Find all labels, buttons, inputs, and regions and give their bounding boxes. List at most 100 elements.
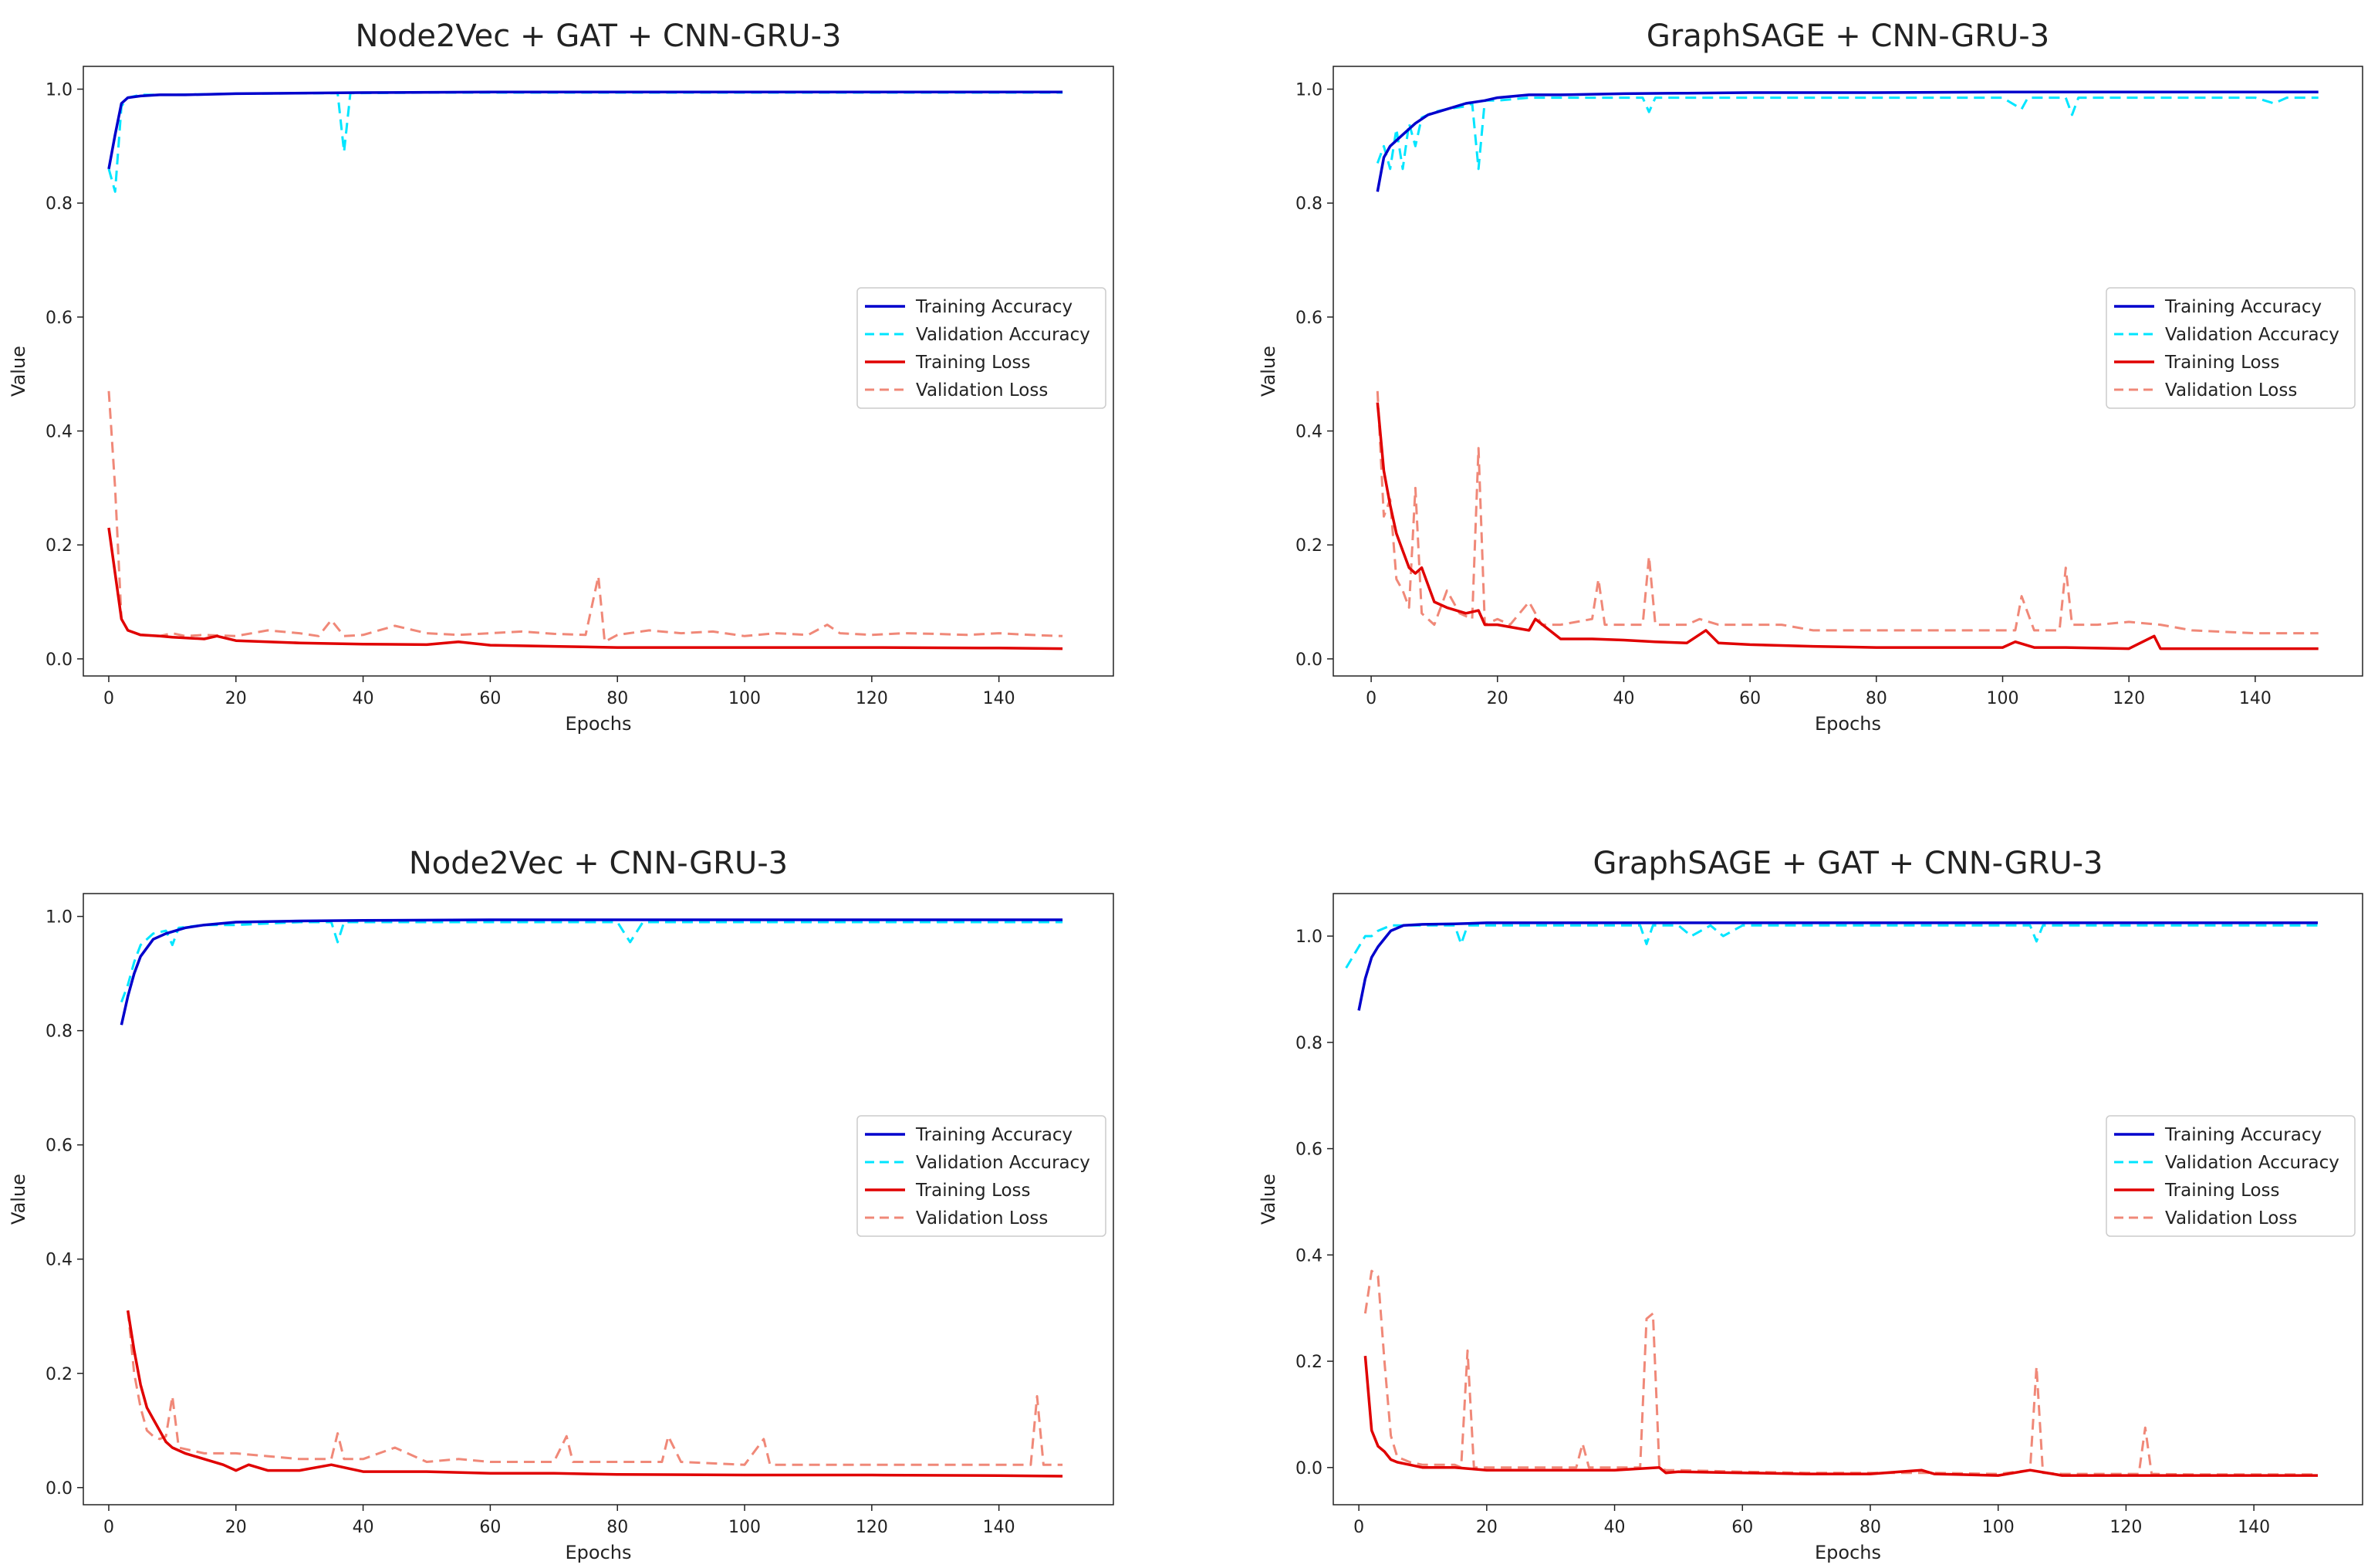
x-tick-label: 120 — [2109, 1518, 2142, 1537]
series-line-training-accuracy — [107, 90, 1063, 170]
legend-label: Training Loss — [2164, 353, 2280, 373]
chart-panel-1: Node2Vec + GAT + CNN-GRU-3 0 20 40 60 80 100 12… — [8, 19, 1114, 735]
x-tick-label: 40 — [1604, 1518, 1626, 1537]
legend: Training Accuracy Validation Accuracy Trai… — [856, 287, 1106, 409]
chart-title: Node2Vec + GAT + CNN-GRU-3 — [356, 19, 842, 54]
x-tick-label: 40 — [353, 689, 374, 708]
legend-frame — [2106, 287, 2356, 409]
series-line-validation-loss — [1363, 1269, 2318, 1476]
x-tick-label: 140 — [2238, 1518, 2270, 1537]
x-tick-label: 140 — [2239, 689, 2272, 708]
y-tick-label: 0.2 — [46, 536, 73, 556]
y-tick-label: 1.0 — [46, 81, 73, 100]
y-tick-label: 0.4 — [46, 1251, 73, 1270]
legend-label: Training Accuracy — [2164, 1125, 2322, 1145]
y-tick-label: 0.6 — [1295, 1141, 1322, 1160]
series-line-training-accuracy — [1357, 921, 2318, 1011]
x-tick-label: 0 — [1353, 1518, 1364, 1537]
legend: Training Accuracy Validation Accuracy Trai… — [856, 1115, 1106, 1237]
y-tick-label: 0.8 — [1295, 194, 1322, 214]
legend-label: Training Loss — [915, 1181, 1031, 1201]
x-tick-label: 0 — [103, 689, 114, 708]
plot-frame — [1333, 893, 2363, 1505]
legend-label: Validation Accuracy — [916, 1153, 1090, 1173]
series-line-validation-accuracy — [1345, 924, 2318, 969]
y-tick-label: 0.4 — [1295, 423, 1322, 442]
y-tick-label: 1.0 — [1295, 81, 1322, 100]
series-line-training-loss — [107, 527, 1063, 651]
legend-label: Training Accuracy — [915, 297, 1072, 317]
legend-label: Validation Loss — [916, 1208, 1048, 1228]
legend-label: Validation Accuracy — [2165, 1153, 2339, 1173]
legend-label: Validation Loss — [2165, 380, 2297, 400]
y-tick-label: 0.6 — [1295, 309, 1322, 328]
y-axis-label: Value — [1258, 346, 1279, 397]
legend-label: Validation Accuracy — [2165, 325, 2339, 345]
series-line-validation-loss — [107, 390, 1063, 644]
legend-label: Training Accuracy — [2164, 297, 2322, 317]
y-tick-label: 0.0 — [46, 651, 73, 670]
y-tick-label: 0.6 — [46, 309, 73, 328]
x-tick-label: 20 — [1487, 689, 1508, 708]
y-tick-label: 0.0 — [1295, 1459, 1322, 1478]
plot-frame — [1333, 66, 2363, 677]
x-tick-label: 40 — [1613, 689, 1634, 708]
x-tick-label: 20 — [225, 689, 247, 708]
legend-label: Validation Loss — [2165, 1208, 2297, 1228]
y-tick-label: 0.0 — [46, 1479, 73, 1499]
legend-frame — [2106, 1115, 2356, 1237]
x-tick-label: 0 — [1366, 689, 1376, 708]
x-axis-label: Epochs — [1815, 713, 1881, 735]
series-line-validation-accuracy — [120, 921, 1063, 1003]
legend-frame — [856, 287, 1106, 409]
y-tick-label: 0.2 — [1295, 1353, 1322, 1372]
y-tick-label: 0.4 — [46, 423, 73, 442]
x-tick-label: 80 — [606, 1518, 628, 1537]
series-line-training-loss — [126, 1310, 1063, 1478]
x-tick-label: 140 — [983, 689, 1015, 708]
x-tick-label: 60 — [1731, 1518, 1753, 1537]
legend: Training Accuracy Validation Accuracy Trai… — [2106, 287, 2356, 409]
chart-panel-3: Node2Vec + CNN-GRU-3 0 20 40 60 80 100 120 140 0.… — [8, 846, 1114, 1563]
series-line-training-loss — [1376, 402, 2319, 651]
series-line-validation-loss — [127, 1310, 1063, 1466]
y-axis-label: Value — [1258, 1174, 1279, 1225]
x-tick-label: 80 — [606, 689, 628, 708]
x-tick-label: 40 — [353, 1518, 374, 1537]
y-tick-label: 0.4 — [1295, 1246, 1322, 1266]
y-tick-label: 0.8 — [1295, 1034, 1322, 1053]
x-tick-label: 20 — [225, 1518, 247, 1537]
legend-label: Validation Loss — [916, 380, 1048, 400]
x-tick-label: 80 — [1866, 689, 1887, 708]
y-tick-label: 0.0 — [1295, 651, 1322, 670]
legend-label: Training Loss — [915, 353, 1031, 373]
legend-label: Training Accuracy — [915, 1125, 1072, 1145]
y-tick-label: 0.8 — [46, 1022, 73, 1042]
series-line-training-loss — [1363, 1356, 2318, 1477]
legend: Training Accuracy Validation Accuracy Trai… — [2106, 1115, 2356, 1237]
x-tick-label: 100 — [728, 1518, 761, 1537]
y-tick-label: 1.0 — [46, 908, 73, 928]
y-tick-label: 0.8 — [46, 194, 73, 214]
x-tick-label: 100 — [1982, 1518, 2015, 1537]
x-tick-label: 100 — [1987, 689, 2019, 708]
x-axis-label: Epochs — [1815, 1542, 1881, 1563]
x-tick-label: 120 — [856, 1518, 888, 1537]
x-axis-label: Epochs — [566, 713, 632, 735]
y-tick-label: 1.0 — [1295, 928, 1322, 947]
series-line-training-accuracy — [120, 918, 1063, 1026]
chart-panel-4: GraphSAGE + GAT + CNN-GRU-3 0 20 40 60 80 100 1… — [1258, 846, 2363, 1563]
series-line-training-accuracy — [1376, 90, 2319, 192]
x-tick-label: 120 — [2113, 689, 2145, 708]
series-line-validation-loss — [1376, 390, 2319, 635]
series-line-validation-accuracy — [107, 91, 1063, 193]
x-tick-label: 0 — [103, 1518, 114, 1537]
x-tick-label: 140 — [983, 1518, 1015, 1537]
y-tick-label: 0.6 — [46, 1137, 73, 1156]
legend-frame — [856, 1115, 1106, 1237]
y-tick-label: 0.2 — [1295, 536, 1322, 556]
chart-panel-2: GraphSAGE + CNN-GRU-3 0 20 40 60 80 100 120 140 0… — [1258, 19, 2363, 735]
y-axis-label: Value — [8, 1174, 29, 1225]
x-tick-label: 100 — [728, 689, 761, 708]
